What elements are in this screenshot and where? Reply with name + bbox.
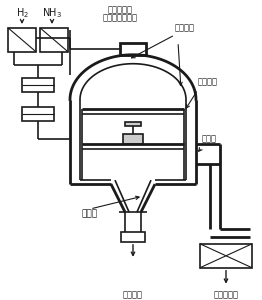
Text: H$_2$: H$_2$ — [15, 6, 29, 20]
Bar — [22, 78, 54, 92]
Bar — [120, 43, 146, 55]
Text: 直流電極: 直流電極 — [198, 77, 218, 86]
Text: NH$_3$: NH$_3$ — [42, 6, 62, 20]
Text: コントローラー: コントローラー — [102, 14, 138, 22]
Text: 処理部材: 処理部材 — [175, 23, 195, 32]
Bar — [121, 232, 145, 242]
Bar — [22, 107, 54, 122]
Bar — [125, 122, 141, 126]
Text: 外熱炉: 外熱炉 — [202, 135, 217, 144]
Text: 真空ポンプ: 真空ポンプ — [214, 290, 238, 299]
Bar — [123, 134, 143, 144]
Text: マスフロー: マスフロー — [107, 5, 133, 14]
Bar — [200, 244, 252, 268]
Text: ノズル: ノズル — [82, 209, 98, 218]
Bar — [8, 28, 36, 52]
Bar — [40, 28, 68, 52]
Text: 直流電源: 直流電源 — [123, 290, 143, 299]
